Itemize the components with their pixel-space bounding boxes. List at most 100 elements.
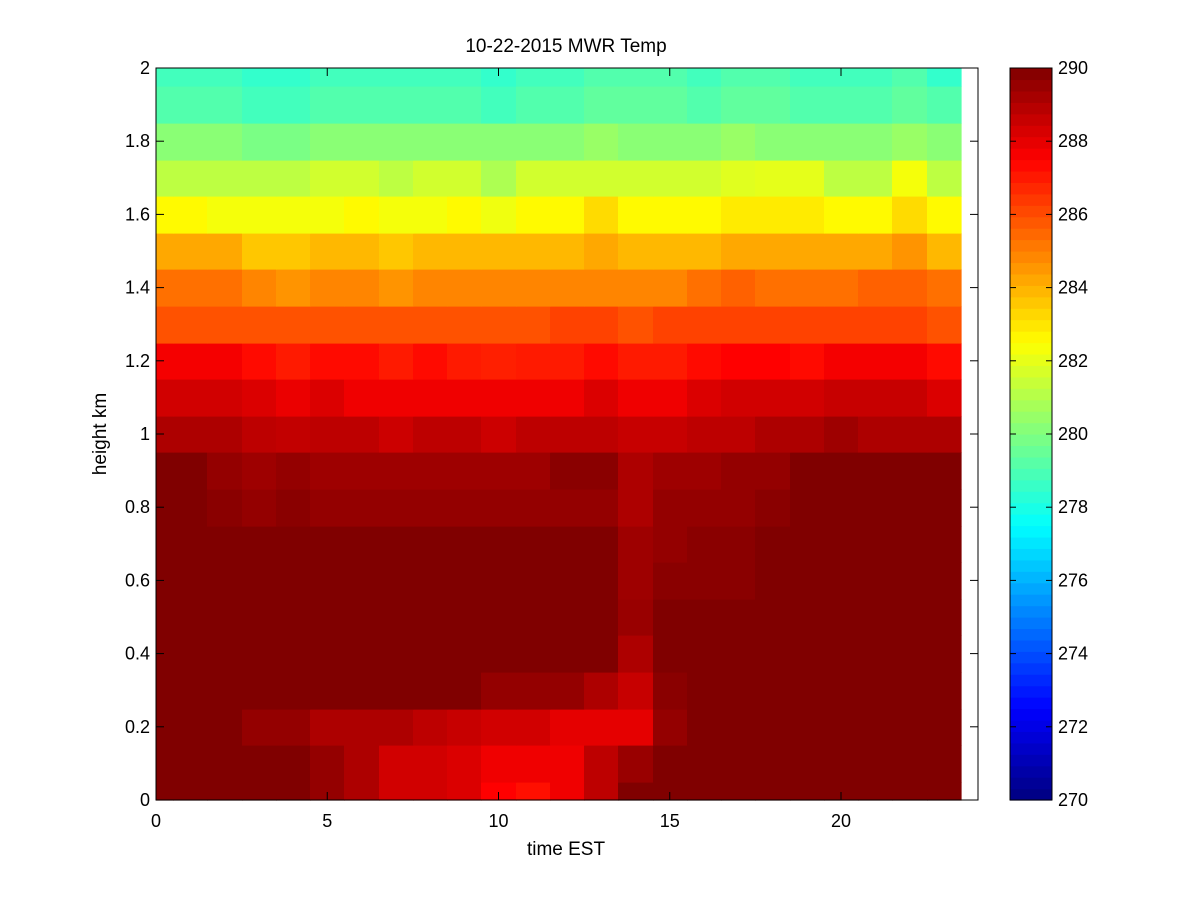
heatmap-cell [447,599,482,636]
heatmap-cell [687,745,722,783]
heatmap-cell [276,745,311,783]
heatmap-cell [721,343,756,380]
heatmap-cell [892,160,928,197]
heatmap-cell [892,233,928,270]
heatmap-cell [173,160,208,197]
colorbar-ticks: 270 272 274 276 278 280 282 284 286 288 290 [1010,58,1088,810]
heatmap-cell [242,489,277,527]
heatmap-cell [276,379,311,417]
heatmap-cell [584,306,619,344]
colorbar-tick-label: 288 [1058,131,1088,151]
heatmap-cell [858,416,893,453]
heatmap-cell [413,68,448,87]
heatmap-cell [584,452,619,490]
heatmap-cell [858,599,893,636]
heatmap-cell [721,86,756,124]
heatmap-cell [379,343,414,380]
heatmap-cell [379,68,414,87]
heatmap-cell [927,452,962,490]
heatmap-cell [584,86,619,124]
heatmap-cell [310,745,345,783]
heatmap-cell [207,672,243,710]
colorbar-strip [1010,388,1052,401]
heatmap-cell [310,672,345,710]
heatmap-cell [310,233,345,270]
heatmap-cell [584,709,619,746]
heatmap-cell [824,526,859,563]
colorbar-strip [1010,445,1052,458]
colorbar-strip [1010,697,1052,710]
heatmap-cell [755,68,791,87]
y-tick-label: 0.4 [125,644,150,664]
heatmap-cell [687,526,722,563]
heatmap-cell [584,233,619,270]
heatmap-cell [379,599,414,636]
heatmap-cell [310,68,345,87]
heatmap-cell [858,123,893,161]
colorbar-strip [1010,159,1052,172]
heatmap-cell [584,489,619,527]
colorbar-strip [1010,102,1052,115]
heatmap-cell [447,452,482,490]
heatmap-cell [344,562,380,600]
heatmap-cell [927,416,962,453]
heatmap-cell [447,233,482,270]
heatmap-cell [584,745,619,783]
heatmap-cell [242,599,277,636]
heatmap-cell [687,599,722,636]
heatmap-cell [156,123,174,161]
colorbar-tick-label: 276 [1058,570,1088,590]
y-tick-label: 1.6 [125,204,150,224]
colorbar-strip [1010,342,1052,355]
colorbar-strip [1010,754,1052,767]
heatmap-cell [790,782,825,801]
colorbar-strip [1010,90,1052,103]
heatmap-cell [653,526,688,563]
heatmap-cell [618,489,654,527]
colorbar: 270 272 274 276 278 280 282 284 286 288 290 [1009,58,1088,810]
heatmap-cell [447,196,482,234]
heatmap-cell [379,123,414,161]
heatmap-cell [618,233,654,270]
heatmap-cell [755,86,791,124]
heatmap-cell [653,562,688,600]
heatmap-cell [550,782,585,801]
heatmap-cell [276,196,311,234]
heatmap-cell [310,86,345,124]
heatmap-cell [379,709,414,746]
heatmap-cell [721,526,756,563]
heatmap-cell [310,123,345,161]
colorbar-strip [1010,731,1052,744]
heatmap-cell [310,599,345,636]
heatmap-cell [447,745,482,783]
heatmap-cell [156,562,174,600]
heatmap-cell [858,68,893,87]
heatmap-cell [447,489,482,527]
heatmap-cell [156,86,174,124]
heatmap-cell [447,709,482,746]
heatmap-cell [344,709,380,746]
heatmap-cell [207,599,243,636]
heatmap-cell [790,196,825,234]
colorbar-tick-label: 280 [1058,424,1088,444]
heatmap-cell [447,269,482,307]
heatmap-cell [721,269,756,307]
heatmap-cell [892,782,928,801]
colorbar-strip [1010,228,1052,241]
heatmap-cell [344,782,380,801]
y-axis-label: height km [90,393,111,475]
heatmap-cell [824,709,859,746]
heatmap-cell [892,68,928,87]
heatmap-cell [516,233,551,270]
heatmap-cell [156,745,174,783]
colorbar-strip [1010,193,1052,206]
colorbar-strip [1010,788,1052,801]
heatmap-cell [858,782,893,801]
heatmap-cell [242,86,277,124]
heatmap-cell [207,68,243,87]
heatmap-cell [242,269,277,307]
heatmap-cell [892,745,928,783]
heatmap-cell [927,343,962,380]
heatmap-cell [481,782,517,801]
heatmap-cell [755,160,791,197]
